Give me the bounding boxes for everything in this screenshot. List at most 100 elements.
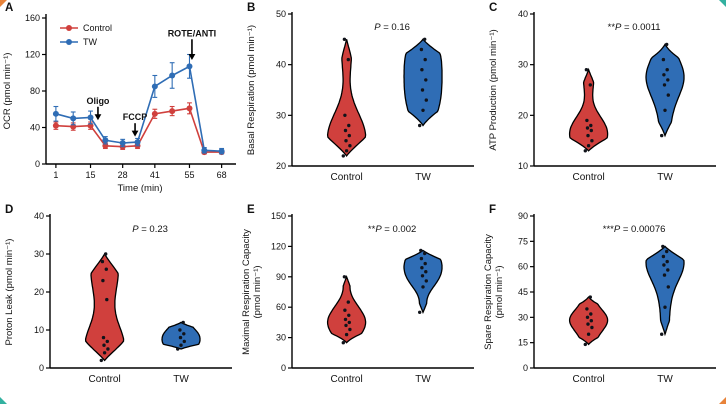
category-label: Control — [88, 374, 120, 385]
svg-text:40: 40 — [30, 123, 40, 133]
proton-leak-violin-chart: 0 10 20 30 40 Proton Leak (pmol min⁻¹) Control… — [4, 211, 232, 385]
axes: 0 15 30 45 60 75 90 Spare Respiration Capacity(… — [484, 211, 716, 385]
svg-text:30: 30 — [276, 333, 286, 343]
p-value-label: **P = 0.0011 — [608, 22, 661, 33]
y-axis-label: Maximal Respiration Capacity — [242, 229, 252, 355]
svg-text:60: 60 — [518, 262, 528, 272]
svg-text:0: 0 — [523, 363, 528, 373]
x-axis-label: Time (min) — [117, 183, 162, 194]
series-tw — [52, 53, 225, 155]
panel-label-c: C — [489, 2, 498, 14]
spare-respiration-violin-chart: 0 15 30 45 60 75 90 Spare Respiration Capacity(… — [484, 211, 716, 385]
panel-c: C 10 20 30 40 ATP Production (pmol min⁻¹) Con… — [484, 0, 726, 202]
corner-mark-top-right — [719, 0, 726, 7]
violin-control — [568, 67, 609, 153]
svg-text:0: 0 — [281, 363, 286, 373]
svg-text:120: 120 — [271, 241, 286, 251]
y-axis-label: Proton Leak (pmol min⁻¹) — [4, 239, 15, 346]
corner-mark-bottom-left — [0, 397, 7, 404]
panel-label-f: F — [489, 204, 497, 216]
maximal-respiration-violin-chart: 0 30 60 90 120 150 Maximal Respiration Capacit… — [242, 211, 474, 385]
y-axis-label: (pmol min⁻¹) — [494, 265, 505, 318]
axes: 0 10 20 30 40 Proton Leak (pmol min⁻¹) Control… — [4, 211, 232, 385]
y-axis-label: ATP Production (pmol min⁻¹) — [488, 29, 499, 150]
category-label: TW — [657, 172, 673, 183]
category-label: TW — [415, 374, 431, 385]
svg-text:30: 30 — [518, 312, 528, 322]
svg-text:50: 50 — [276, 9, 286, 19]
svg-text:60: 60 — [276, 302, 286, 312]
svg-text:1: 1 — [53, 170, 58, 180]
category-label: TW — [657, 374, 673, 385]
corner-mark-bottom-right — [719, 397, 726, 404]
svg-text:41: 41 — [150, 170, 160, 180]
category-label: Control — [330, 374, 362, 385]
panel-f: F 0 15 30 45 60 75 90 Spare Respiration Capacit… — [484, 202, 726, 404]
corner-mark-top-left — [0, 0, 7, 7]
panel-e: E 0 30 60 90 120 150 Maximal Respiration Capac… — [242, 202, 484, 404]
panel-b: B 20 30 40 50 Basal Respiration (pmol min⁻¹)… — [242, 0, 484, 202]
violin-tw — [403, 37, 443, 128]
svg-text:10: 10 — [34, 325, 44, 335]
svg-text:15: 15 — [518, 338, 528, 348]
p-value-label: **P = 0.002 — [368, 224, 416, 235]
svg-text:20: 20 — [518, 110, 528, 120]
svg-text:20: 20 — [276, 161, 286, 171]
violin-tw — [403, 248, 443, 314]
svg-text:55: 55 — [184, 170, 194, 180]
svg-text:0: 0 — [39, 363, 44, 373]
svg-text:150: 150 — [271, 211, 286, 221]
legend: Control TW — [60, 23, 112, 47]
panel-label-d: D — [5, 204, 14, 216]
axes: 10 20 30 40 ATP Production (pmol min⁻¹) Contr… — [488, 9, 716, 183]
svg-text:160: 160 — [25, 13, 40, 23]
series-control — [52, 102, 225, 156]
svg-text:28: 28 — [118, 170, 128, 180]
svg-text:68: 68 — [217, 170, 227, 180]
svg-text:Oligo: Oligo — [86, 96, 109, 106]
axes: 0 40 80 120 160 1 15 28 41 55 68 Time (min) OCR (pmo… — [2, 13, 236, 194]
svg-text:120: 120 — [25, 50, 40, 60]
p-value-label: P = 0.23 — [132, 224, 168, 235]
category-label: TW — [173, 374, 189, 385]
svg-text:40: 40 — [34, 211, 44, 221]
panel-label-b: B — [247, 2, 256, 14]
svg-text:30: 30 — [518, 60, 528, 70]
svg-text:ROTE/ANTI: ROTE/ANTI — [168, 28, 217, 38]
svg-text:40: 40 — [276, 60, 286, 70]
panel-label-a: A — [5, 2, 14, 14]
legend-label: TW — [83, 37, 97, 47]
svg-text:FCCP: FCCP — [123, 112, 148, 122]
svg-text:20: 20 — [34, 287, 44, 297]
category-label: TW — [415, 172, 431, 183]
svg-text:40: 40 — [518, 9, 528, 19]
y-axis-label: Spare Respiration Capacity — [484, 234, 494, 350]
category-label: Control — [572, 374, 604, 385]
svg-text:15: 15 — [86, 170, 96, 180]
violin-tw — [161, 320, 201, 351]
svg-text:80: 80 — [30, 86, 40, 96]
category-label: Control — [572, 172, 604, 183]
y-axis-label: Basal Respiration (pmol min⁻¹) — [246, 25, 257, 155]
category-label: Control — [330, 172, 362, 183]
panel-label-e: E — [247, 204, 255, 216]
violin-control — [568, 295, 609, 347]
atp-production-violin-chart: 10 20 30 40 ATP Production (pmol min⁻¹) Contr… — [488, 9, 716, 183]
p-value-label: P = 0.16 — [374, 22, 410, 33]
panel-d: D 0 10 20 30 40 Proton Leak (pmol min⁻¹) Contr… — [0, 202, 242, 404]
y-axis-label: (pmol min⁻¹) — [252, 265, 263, 318]
violin-control — [84, 252, 125, 363]
violin-control — [326, 37, 367, 158]
svg-text:45: 45 — [518, 287, 528, 297]
ocr-time-line-chart: 0 40 80 120 160 1 15 28 41 55 68 Time (min) OCR (pmo… — [2, 13, 236, 194]
violin-tw — [645, 42, 685, 138]
svg-text:30: 30 — [276, 110, 286, 120]
svg-text:30: 30 — [34, 249, 44, 259]
y-axis-label: OCR (pmol min⁻¹) — [2, 53, 13, 130]
violin-control — [326, 274, 367, 345]
annotation-rote-anti: ROTE/ANTI — [168, 28, 217, 60]
annotation-fccp: FCCP — [123, 112, 148, 137]
panel-a: A 0 40 80 120 160 1 15 28 41 55 68 Time (min) OCR (p… — [0, 0, 242, 202]
svg-text:10: 10 — [518, 161, 528, 171]
